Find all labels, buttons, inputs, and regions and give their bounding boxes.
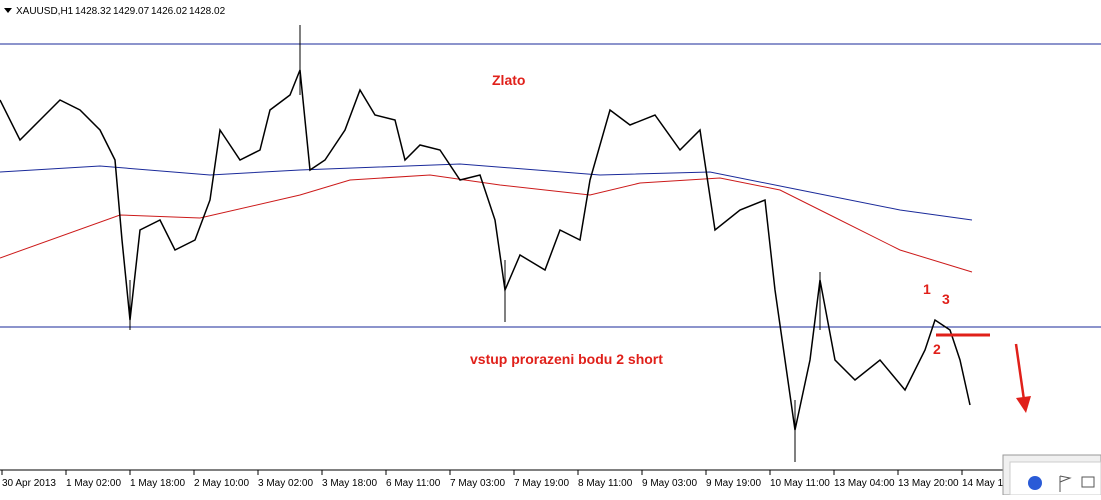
ohlc-close: 1428.02 [189,6,226,17]
short-arrow-head [1016,396,1031,413]
ma-slow [0,163,973,221]
tray-panel [1009,461,1101,496]
ohlc-high: 1429.07 [113,6,150,17]
flag-icon[interactable] [1059,475,1072,492]
ma-fast [0,174,973,273]
time-label: 2 May 10:00 [194,478,249,489]
time-label: 8 May 11:00 [578,478,633,489]
time-label: 1 May 02:00 [66,478,121,489]
price-trace [0,69,971,431]
point-label: 3 [942,291,950,307]
time-label: 7 May 03:00 [450,478,505,489]
ohlc-low: 1426.02 [151,6,188,17]
time-label: 13 May 04:00 [834,478,895,489]
bluetooth-icon[interactable] [1028,476,1042,490]
time-label: 6 May 11:00 [386,478,441,489]
symbol: XAUUSD,H1 [16,6,74,17]
network-icon[interactable] [1081,476,1095,488]
time-label: 1 May 18:00 [130,478,185,489]
time-label: 9 May 19:00 [706,478,761,489]
point-label: 2 [933,341,941,357]
short-arrow [1014,343,1026,401]
time-label: 3 May 02:00 [258,478,313,489]
collapse-icon[interactable] [4,8,12,13]
chart-label: Zlato [492,72,525,88]
entry-note: vstup prorazeni bodu 2 short [470,351,663,367]
time-label: 3 May 18:00 [322,478,377,489]
time-label: 13 May 20:00 [898,478,959,489]
ohlc-open: 1428.32 [75,6,112,17]
time-label: 10 May 11:00 [770,478,830,489]
time-label: 30 Apr 2013 [2,478,56,489]
time-labels: 30 Apr 2013 1 May 02:00 1 May 18:00 2 May 1… [1,470,1004,489]
time-label: 14 May 1 [962,478,1004,489]
point-label: 1 [923,281,931,297]
time-label: 9 May 03:00 [642,478,697,489]
time-label: 7 May 19:00 [514,478,569,489]
